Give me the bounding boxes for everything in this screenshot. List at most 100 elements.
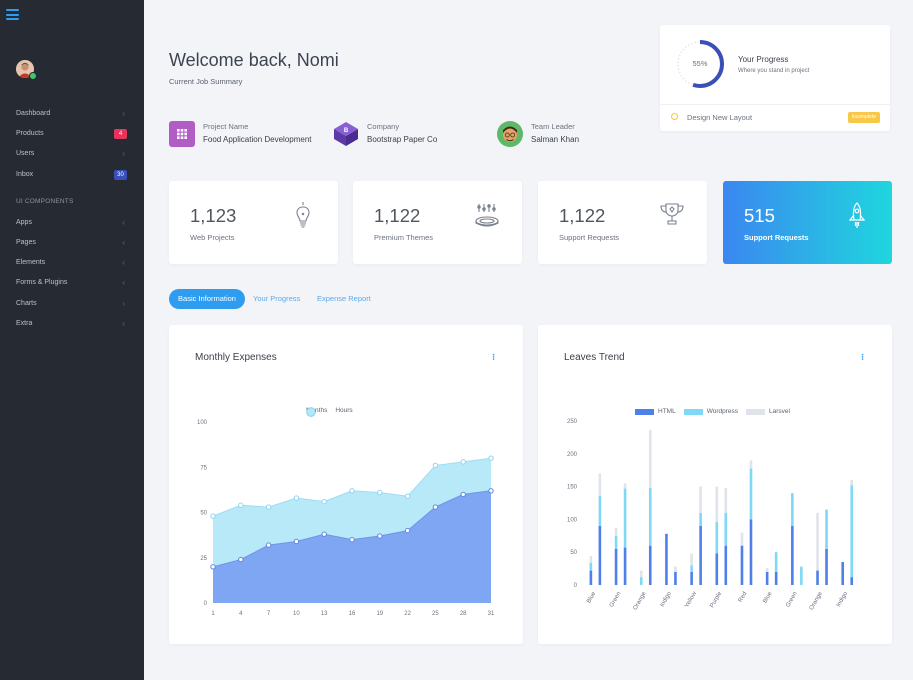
user-avatar[interactable] xyxy=(16,60,37,80)
x-tick-label: 13 xyxy=(321,611,328,617)
team-leader-avatar xyxy=(497,121,523,147)
y-tick-label: 50 xyxy=(570,550,577,556)
x-tick-label: 16 xyxy=(349,611,356,617)
divider xyxy=(660,104,890,105)
stat-card-support-requests-highlight[interactable]: 515 Support Requests xyxy=(723,181,892,264)
stat-value: 515 xyxy=(744,205,775,226)
bar-segment-html xyxy=(665,533,668,585)
data-point xyxy=(349,488,355,494)
sidebar-item-label: Elements xyxy=(16,259,46,267)
sidebar-item-apps[interactable]: Apps ‹ xyxy=(0,213,144,233)
stat-card-support-requests[interactable]: 1,122 Support Requests xyxy=(538,181,707,264)
bar-segment-wordpress xyxy=(791,493,794,526)
bar-segment-wordpress xyxy=(724,512,728,546)
y-tick-label: 0 xyxy=(204,601,208,607)
tab-basic-information[interactable]: Basic Information xyxy=(169,289,245,309)
bar-segment-html xyxy=(825,548,828,585)
legend-item[interactable]: HTML xyxy=(635,408,676,415)
bar-segment-larsvel xyxy=(740,532,744,546)
bar-segment-html xyxy=(715,553,719,585)
y-tick-label: 100 xyxy=(197,420,208,426)
tab-your-progress[interactable]: Your Progress xyxy=(253,294,301,303)
bar-segment-larsvel xyxy=(598,473,602,496)
project-name-label: Project Name xyxy=(203,122,249,131)
bar-segment-html xyxy=(841,562,845,585)
y-tick-label: 0 xyxy=(574,583,578,589)
legend-label: Months xyxy=(306,407,328,414)
x-tick-label: 31 xyxy=(488,611,495,617)
data-point xyxy=(432,504,439,510)
x-tick-label: Orange xyxy=(632,590,648,611)
sidebar-item-label: Dashboard xyxy=(16,110,51,117)
data-point xyxy=(238,502,244,508)
bar-segment-wordpress xyxy=(699,512,702,526)
bar-segment-larsvel xyxy=(765,567,769,572)
leaves-trend-chart: 0 50 100 150 200 250 Blue Green Orange Indigo Yell… xyxy=(567,419,854,611)
sidebar-item-inbox[interactable]: Inbox 30 xyxy=(0,165,144,185)
card-menu-icon[interactable]: ⁝ xyxy=(492,352,495,362)
task-name[interactable]: Design New Layout xyxy=(687,113,753,122)
tab-expense-report[interactable]: Expense Report xyxy=(317,294,371,303)
chevron-left-icon: ‹ xyxy=(122,258,125,268)
data-point xyxy=(321,531,327,537)
x-tick-label: Blue xyxy=(586,590,598,604)
sidebar-item-dashboard[interactable]: Dashboard ‹ xyxy=(0,104,144,124)
stat-value: 1,122 xyxy=(374,205,421,226)
count-badge: 30 xyxy=(114,169,127,180)
x-tick-label: Blue xyxy=(762,590,774,604)
bar-segment-html xyxy=(690,571,693,585)
sidebar-item-products[interactable]: Products 4 xyxy=(0,124,144,144)
sidebar-item-charts[interactable]: Charts ‹ xyxy=(0,294,144,314)
company-label: Company xyxy=(367,122,400,131)
bar-segment-html xyxy=(648,545,652,585)
data-point xyxy=(404,527,411,534)
sidebar-item-pages[interactable]: Pages ‹ xyxy=(0,233,144,253)
menu-toggle-icon[interactable] xyxy=(6,9,19,20)
chevron-left-icon: ‹ xyxy=(122,298,125,308)
sidebar-item-label: Extra xyxy=(16,319,33,327)
data-point xyxy=(349,536,355,543)
sidebar-item-forms-plugins[interactable]: Forms & Plugins ‹ xyxy=(0,273,144,293)
x-tick-label: 28 xyxy=(460,611,467,617)
x-tick-label: 10 xyxy=(293,611,300,617)
chevron-left-icon: ‹ xyxy=(122,278,125,288)
card-menu-icon[interactable]: ⁝ xyxy=(861,352,864,362)
data-point xyxy=(265,542,272,548)
bar-segment-larsvel xyxy=(614,527,618,536)
x-tick-label: Purple xyxy=(709,590,723,609)
stat-card-premium-themes[interactable]: 1,122 Premium Themes xyxy=(353,181,522,264)
stat-label: Web Projects xyxy=(190,233,235,242)
legend-item[interactable]: Wordpress xyxy=(683,408,739,415)
sidebar-item-label: Apps xyxy=(16,218,32,226)
stat-card-web-projects[interactable]: 1,123 Web Projects xyxy=(169,181,338,264)
data-point xyxy=(404,493,411,499)
bar-segment-wordpress xyxy=(623,488,627,548)
y-tick-label: 50 xyxy=(200,511,207,517)
bar-segment-html xyxy=(674,571,677,585)
bar-segment-wordpress xyxy=(614,535,618,549)
bar-segment-html xyxy=(740,545,744,585)
x-tick-label: 19 xyxy=(376,611,383,617)
sidebar-item-extra[interactable]: Extra ‹ xyxy=(0,314,144,334)
data-point xyxy=(293,538,300,545)
bar-segment-larsvel xyxy=(674,566,677,572)
data-point xyxy=(293,495,300,501)
bar-segment-html xyxy=(765,571,769,585)
legend-item[interactable]: Hours xyxy=(306,407,353,417)
svg-text:B: B xyxy=(344,128,349,134)
bar-segment-larsvel xyxy=(699,486,702,513)
page-title: Welcome back, Nomi xyxy=(169,50,339,70)
bar-segment-wordpress xyxy=(850,485,854,578)
data-point xyxy=(488,455,494,461)
bar-segment-wordpress xyxy=(690,565,693,572)
bar-segment-wordpress xyxy=(825,509,828,549)
sidebar-item-elements[interactable]: Elements ‹ xyxy=(0,253,144,273)
legend-label: Wordpress xyxy=(706,408,739,415)
stat-label: Support Requests xyxy=(559,233,620,242)
team-leader-value: Salman Khan xyxy=(531,135,580,144)
legend-item[interactable]: Larsvel xyxy=(746,408,790,415)
bar-segment-html xyxy=(774,571,778,585)
sidebar-item-users[interactable]: Users ‹ xyxy=(0,144,144,164)
bar-segment-larsvel xyxy=(816,512,819,571)
sidebar-item-label: Users xyxy=(16,150,35,158)
